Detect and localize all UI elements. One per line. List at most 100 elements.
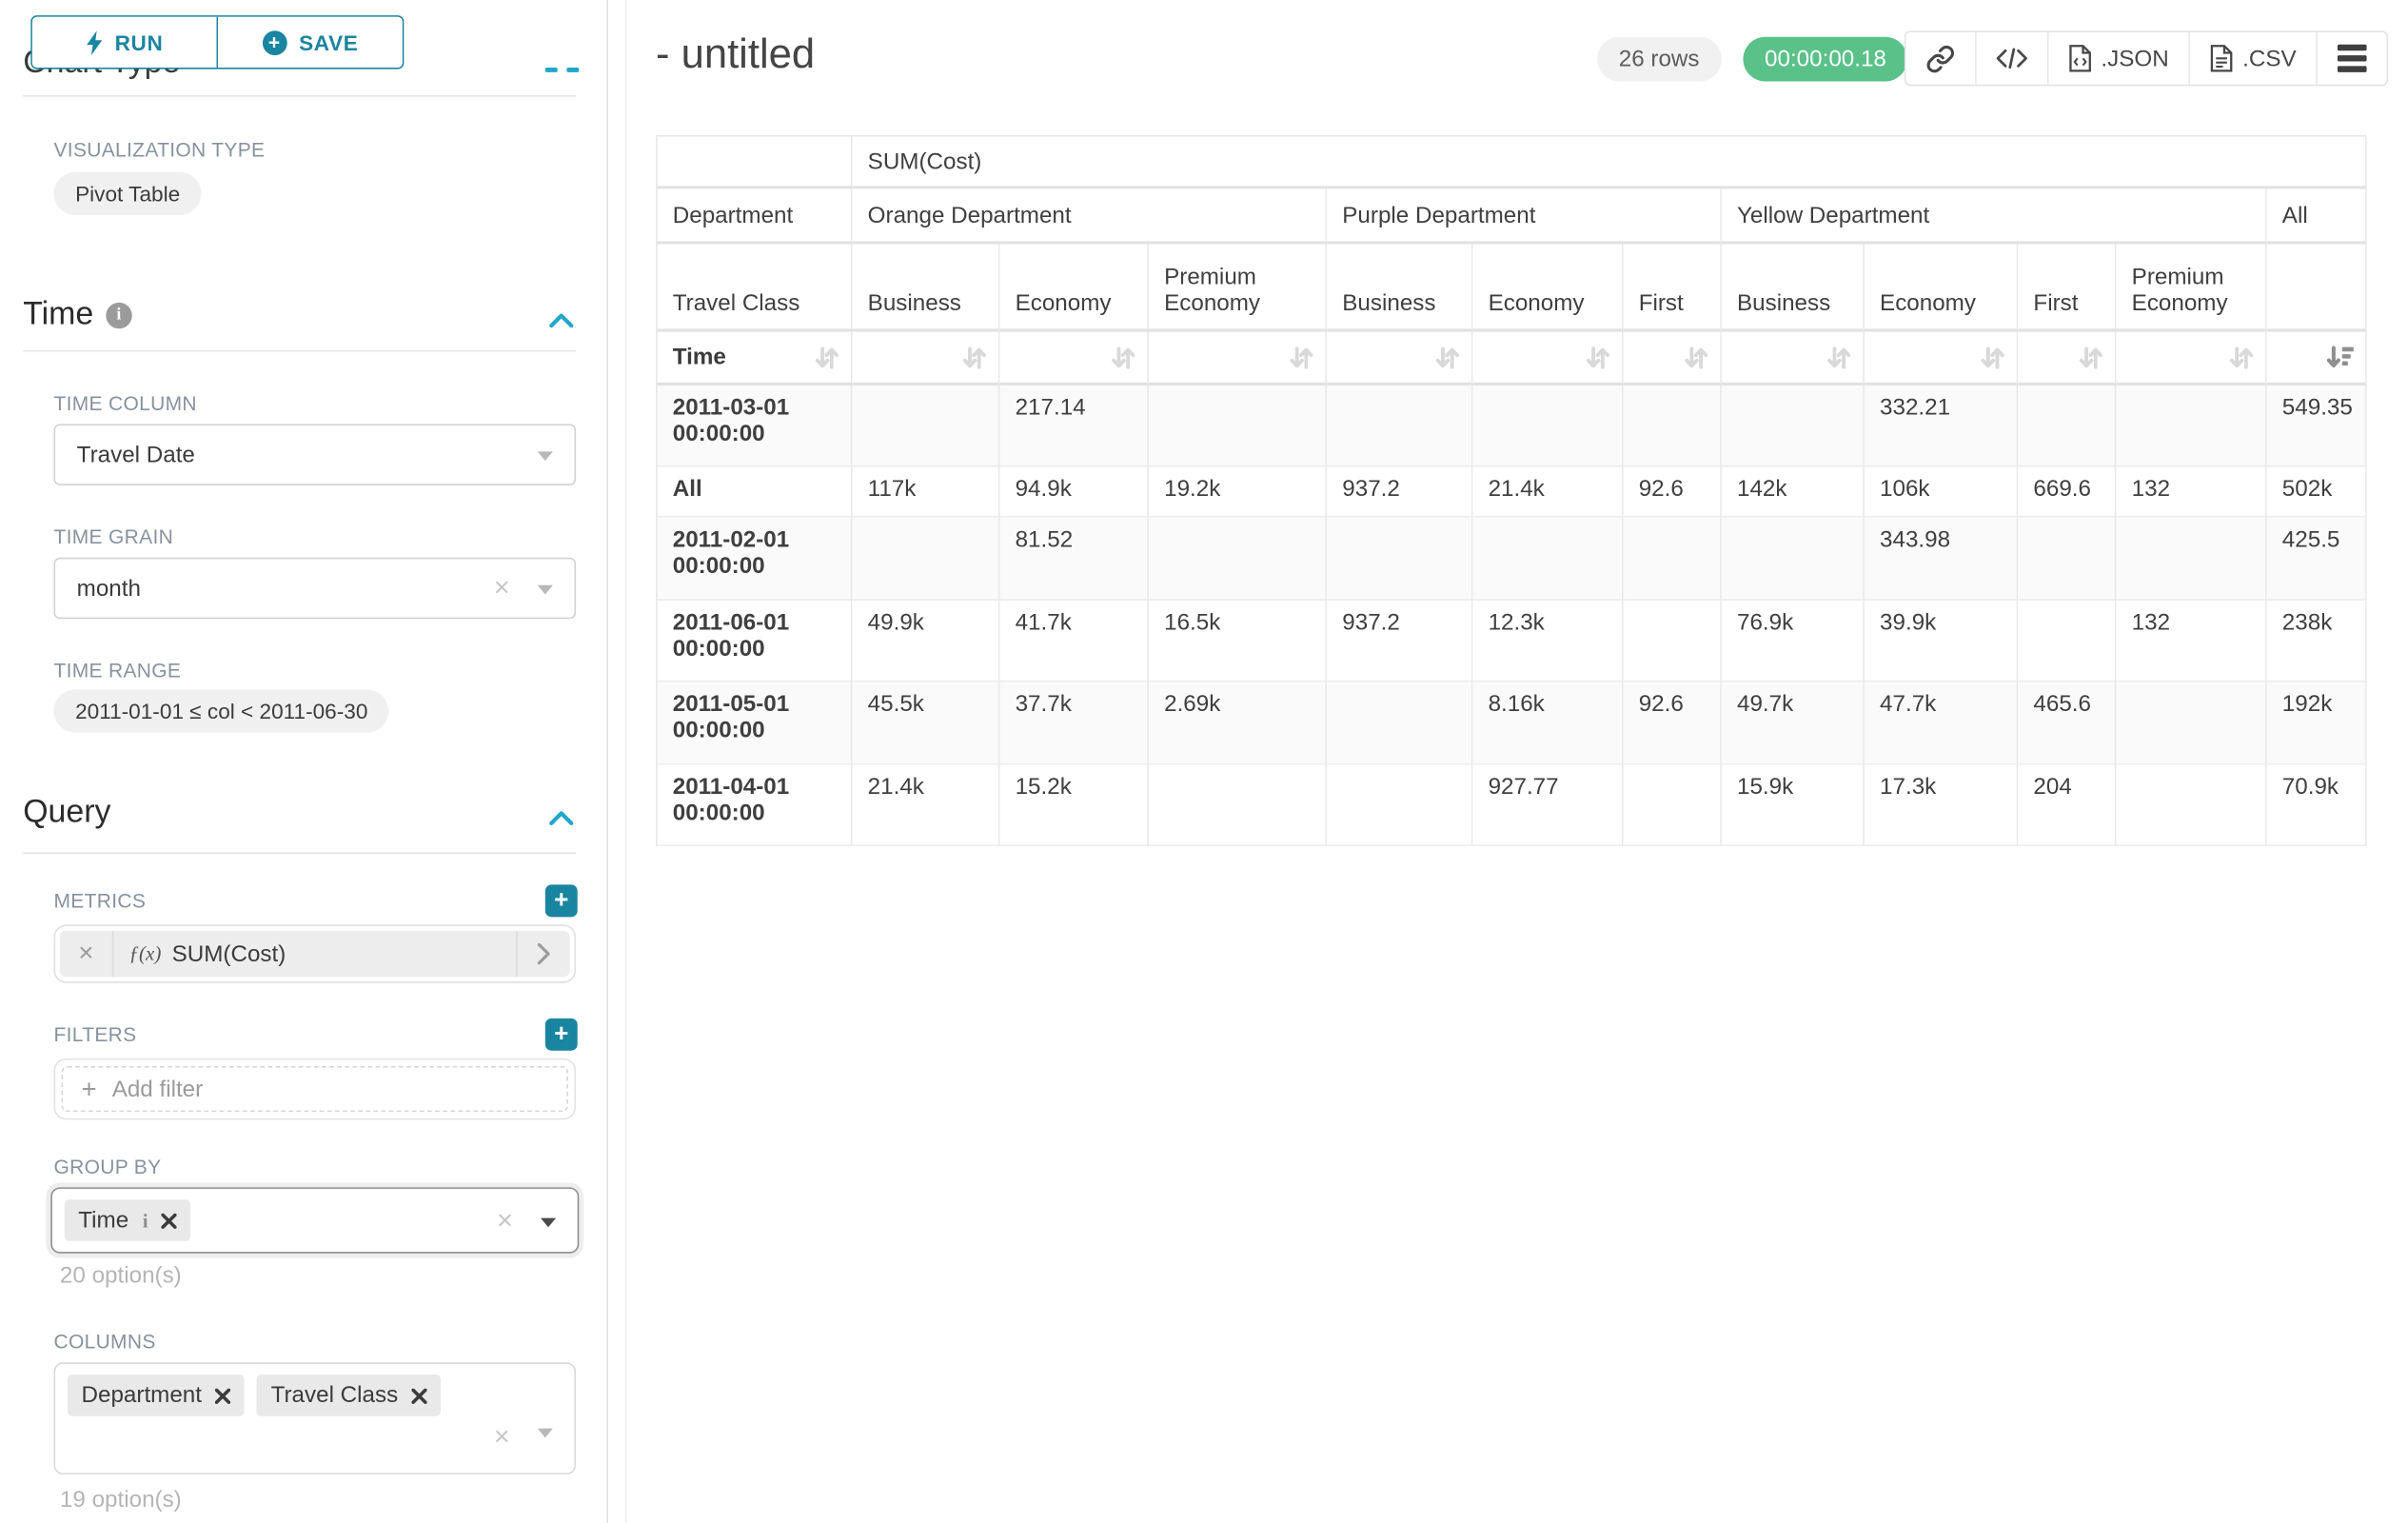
sort-icon[interactable] [2228,344,2254,369]
sort-icon[interactable] [1684,344,1709,369]
sort-icon[interactable] [1434,344,1460,369]
pivot-sort-cell[interactable] [2018,331,2117,386]
pivot-group-header: Purple Department [1327,188,1722,245]
pivot-value-cell [1327,386,1473,467]
pivot-value-cell: 49.7k [1721,682,1865,765]
sort-icon[interactable] [2078,344,2103,369]
pivot-table: SUM(Cost) Department Orange Department Purp… [656,134,2367,847]
pivot-row-label: 2011-03-01 00:00:00 [657,386,853,467]
chevron-up-icon[interactable] [548,308,574,336]
divider [23,852,577,855]
time-grain-select[interactable]: month × [53,557,577,620]
divider [23,349,577,352]
pivot-sort-cell[interactable] [1327,331,1473,386]
visualization-type-pill[interactable]: Pivot Table [53,171,202,215]
query-section-title: Query [23,794,111,830]
sort-icon[interactable] [1289,344,1314,369]
pivot-value-cell: 12.3k [1472,600,1624,682]
time-range-pill[interactable]: 2011-01-01 ≤ col < 2011-06-30 [53,689,389,733]
columns-chip-travel-class[interactable]: Travel Class [257,1375,442,1416]
time-range-label: TIME RANGE [53,659,182,682]
pivot-value-cell: 238k [2266,600,2367,682]
pivot-value-cell: 106k [1864,466,2019,518]
remove-metric-icon[interactable]: × [60,930,114,978]
pivot-sort-cell[interactable] [1472,331,1624,386]
save-button[interactable]: + SAVE [218,16,403,68]
pivot-value-cell [2116,682,2267,765]
pivot-subheader: Business [1327,244,1473,332]
query-section-header[interactable]: Query [23,794,110,831]
pivot-row-dimension-header[interactable]: Time [657,331,853,386]
clear-icon[interactable]: × [493,571,510,603]
save-button-label: SAVE [299,30,359,55]
pivot-sort-cell[interactable] [2266,331,2367,386]
sort-icon[interactable] [1980,344,2005,369]
run-button[interactable]: RUN [31,16,219,68]
sort-descending-icon[interactable] [2327,345,2355,369]
columns-label: COLUMNS [53,1330,156,1354]
pivot-sort-cell[interactable] [2116,331,2267,386]
pivot-value-cell: 669.6 [2018,466,2117,518]
caret-down-icon[interactable] [540,1216,557,1227]
clear-icon[interactable]: × [496,1205,513,1236]
remove-chip-icon[interactable] [161,1212,178,1229]
clear-icon[interactable]: × [493,1420,510,1452]
columns-select[interactable]: Department Travel Class × [53,1362,577,1475]
pivot-sort-cell[interactable] [1148,331,1328,386]
pivot-sort-cell[interactable] [1721,331,1865,386]
metric-name: SUM(Cost) [171,940,286,967]
chevron-up-icon[interactable] [548,806,574,834]
pivot-subheader [2266,244,2367,332]
divider [23,95,577,97]
pivot-value-cell: 19.2k [1148,466,1328,518]
pivot-value-cell: 94.9k [999,466,1149,518]
pivot-sort-cell[interactable] [852,331,1000,386]
add-filter-button[interactable]: + Add filter [61,1065,569,1113]
pivot-value-cell: 47.7k [1864,682,2019,765]
menu-button[interactable] [2318,32,2387,85]
pivot-value-cell [1721,386,1865,467]
pivot-value-cell [2018,386,2117,467]
remove-chip-icon[interactable] [411,1387,428,1404]
remove-chip-icon[interactable] [215,1387,231,1404]
sort-icon[interactable] [1585,344,1610,369]
columns-chip-department[interactable]: Department [67,1375,246,1416]
pivot-value-cell [1148,517,1328,601]
export-json-button[interactable]: .JSON [2049,31,2191,85]
sort-icon[interactable] [1826,344,1852,369]
filters-container: + Add filter [53,1058,577,1120]
sort-icon[interactable] [1111,344,1136,369]
sort-icon[interactable] [814,344,839,369]
time-column-select[interactable]: Travel Date [53,424,577,485]
add-metric-button[interactable]: + [544,884,578,918]
chip-label: Time [78,1207,129,1234]
caret-down-icon[interactable] [537,1428,553,1438]
group-by-chip-time[interactable]: Time i [64,1199,191,1241]
pivot-subdimension-label: Travel Class [657,244,853,332]
pivot-sort-cell[interactable] [999,331,1149,386]
chevron-right-icon[interactable] [516,930,569,978]
view-query-button[interactable] [1977,31,2049,85]
metric-pill[interactable]: × ƒ(x) SUM(Cost) [59,930,570,978]
caret-down-icon [537,451,553,462]
export-csv-button[interactable]: .CSV [2190,31,2319,85]
chart-title[interactable]: - untitled [656,30,816,77]
pivot-value-cell [1148,764,1328,847]
pivot-value-cell: 192k [2266,682,2367,765]
pivot-value-cell: 927.77 [1472,764,1624,847]
pivot-value-cell: 204 [2018,764,2117,847]
group-by-select[interactable]: Time i × [50,1187,580,1254]
pivot-value-cell: 15.2k [999,764,1149,847]
pivot-sort-cell[interactable] [1864,331,2019,386]
metrics-label: METRICS [53,889,147,913]
pivot-corner-cell [657,136,853,189]
link-icon [1925,44,1955,73]
pivot-value-cell: 17.3k [1864,764,2019,847]
pivot-sort-cell[interactable] [1623,331,1722,386]
add-filter-plus-button[interactable]: + [544,1018,578,1051]
sort-icon[interactable] [961,344,987,369]
time-section-header[interactable]: Time i [23,296,132,333]
code-icon [1996,46,2027,70]
metrics-container: × ƒ(x) SUM(Cost) [53,924,577,983]
share-link-button[interactable] [1905,31,1977,85]
